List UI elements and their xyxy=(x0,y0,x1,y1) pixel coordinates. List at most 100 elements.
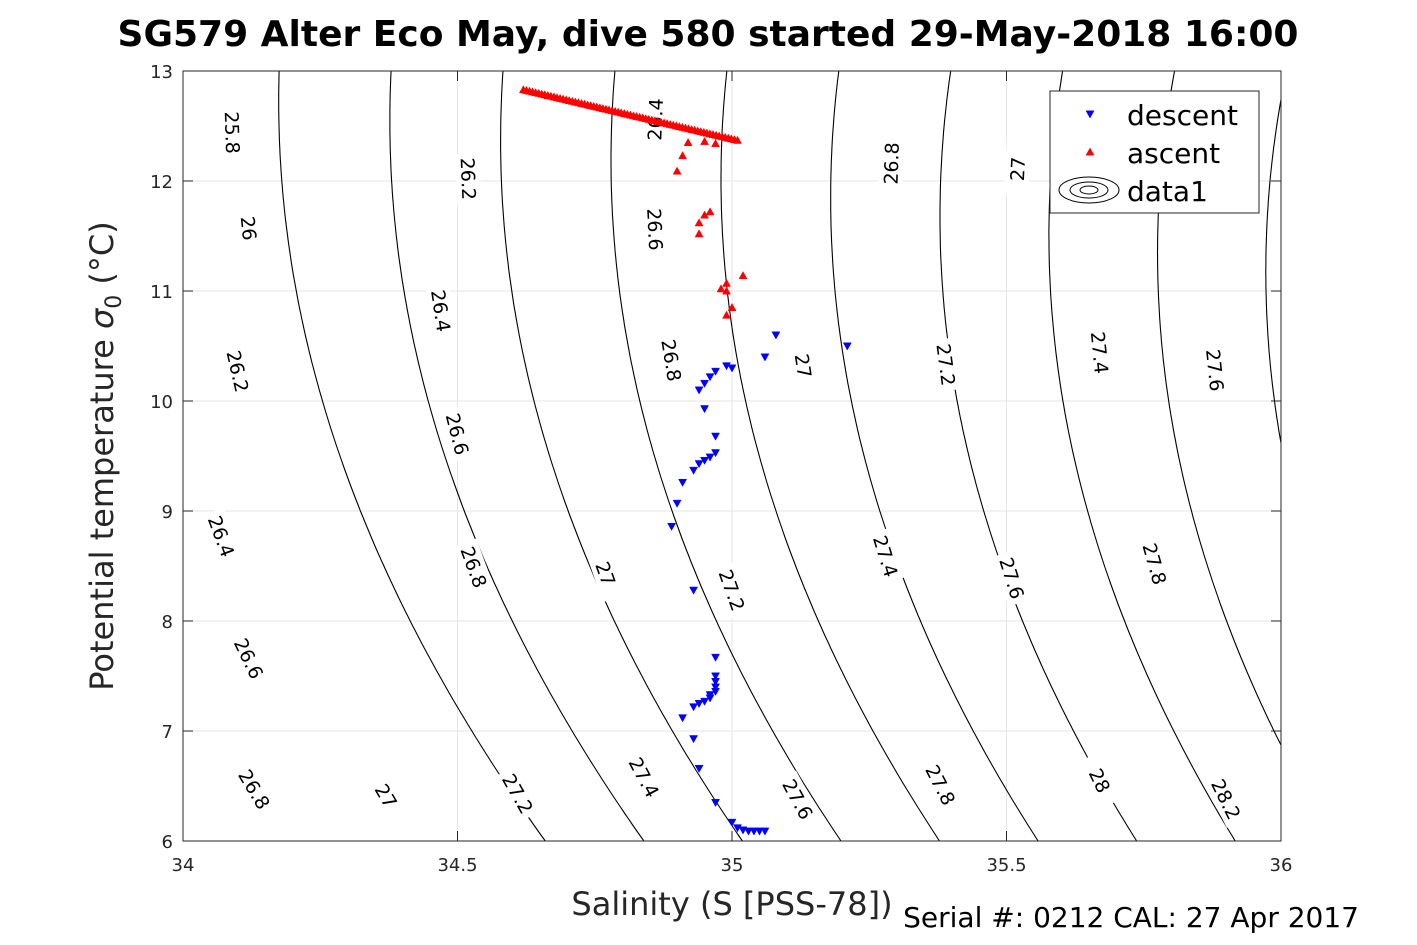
y-axis-label-sigma: σ xyxy=(83,307,121,329)
descent-point xyxy=(689,466,698,475)
contour-label-bg xyxy=(234,201,264,256)
isopycnal-line xyxy=(1374,55,1417,864)
contour-label-bg xyxy=(655,332,688,388)
descent-point xyxy=(711,432,720,441)
x-axis-ticks: 34 34.5 35 35.5 36 xyxy=(172,71,1293,876)
ascent-point xyxy=(722,310,731,319)
contour-label: 26.8 xyxy=(880,142,903,185)
contour-label-bg xyxy=(711,561,753,619)
data-markers xyxy=(667,136,852,836)
legend-contour-icon xyxy=(1058,176,1120,204)
contour-label-bg xyxy=(439,405,476,463)
contour-label-bg xyxy=(641,202,669,256)
contour-label-bg xyxy=(1136,535,1174,593)
descent-point xyxy=(678,478,688,487)
descent-point xyxy=(694,460,704,469)
isopycnal-line xyxy=(278,71,546,841)
descent-point xyxy=(678,714,688,723)
descent-point xyxy=(711,799,720,808)
descent-point xyxy=(711,449,720,458)
descent-point xyxy=(711,653,720,662)
ascent-point xyxy=(716,284,726,293)
descent-point xyxy=(744,827,753,836)
x-tick-label: 35.5 xyxy=(986,855,1026,876)
descent-point xyxy=(727,364,737,373)
y-axis-label-unit: (°C) xyxy=(83,221,121,294)
descent-point xyxy=(749,827,759,836)
descent-point xyxy=(694,764,704,773)
contour-label: 27.4 xyxy=(1086,331,1112,375)
descent-point xyxy=(711,678,720,687)
descent-point xyxy=(689,735,698,744)
contour-label-bg xyxy=(878,136,905,190)
descent-point xyxy=(755,827,764,836)
x-tick-label: 36 xyxy=(1270,855,1293,876)
x-axis-label: Salinity (S [PSS-78]) xyxy=(571,885,892,923)
x-tick-label: 34.5 xyxy=(437,855,477,876)
contour-label: 27.6 xyxy=(1201,348,1227,392)
ascent-point xyxy=(694,218,704,227)
descent-point xyxy=(760,353,770,362)
contour-label-bg xyxy=(453,538,495,596)
ascent-point xyxy=(738,271,748,280)
legend-box xyxy=(1049,90,1260,214)
contour-label-bg xyxy=(1203,770,1249,828)
contour-label-bg xyxy=(1077,751,1123,810)
y-axis-label-subscript: 0 xyxy=(102,295,127,309)
descent-point xyxy=(771,331,781,340)
descent-point xyxy=(722,362,731,371)
descent-point xyxy=(760,827,770,836)
descent-point xyxy=(694,386,704,395)
y-axis-label-text: Potential temperature xyxy=(83,329,121,691)
contour-label-bg xyxy=(201,507,242,565)
y-tick-label: 10 xyxy=(150,392,173,413)
contour-label-bg xyxy=(1085,325,1115,380)
y-tick-label: 12 xyxy=(150,172,173,193)
contour-label: 26 xyxy=(236,215,260,241)
isopycnal-line xyxy=(610,71,842,841)
y-tick-label: 7 xyxy=(162,722,173,743)
contour-label: 26.2 xyxy=(456,157,480,200)
y-tick-label: 9 xyxy=(162,502,173,523)
descent-point xyxy=(667,522,677,531)
ascent-point xyxy=(700,136,709,145)
contour-label-bg xyxy=(494,765,542,823)
ascent-point xyxy=(672,166,682,175)
contour-label: 27.2 xyxy=(931,342,958,387)
contour-label: 27 xyxy=(790,352,815,379)
contour-label-bg xyxy=(226,629,271,688)
legend-ascent-marker xyxy=(1085,147,1095,156)
isopycnal-line xyxy=(389,71,645,841)
descent-point xyxy=(672,499,682,508)
y-axis-label: Potential temperature σ0 (°C) xyxy=(83,221,127,690)
descent-point xyxy=(711,672,720,681)
x-tick-label: 34 xyxy=(172,855,195,876)
contour-label-bg xyxy=(918,756,964,814)
x-tick-label: 35 xyxy=(721,855,744,876)
contour-label-bg xyxy=(866,527,905,585)
descent-point xyxy=(711,683,720,692)
descent-point xyxy=(700,405,709,414)
isopycnal-line xyxy=(939,71,1138,841)
descent-point xyxy=(727,818,737,827)
serial-cal-footer: Serial #: 0212 CAL: 27 Apr 2017 xyxy=(903,901,1359,934)
ascent-point xyxy=(678,151,688,160)
legend-descent-marker xyxy=(1085,110,1095,119)
ascent-point xyxy=(694,229,704,238)
ascent-point xyxy=(711,139,720,148)
descent-point xyxy=(689,703,698,712)
ascent-trail-point xyxy=(733,135,742,144)
contour-label-bg xyxy=(992,549,1032,607)
contour-label: 25.8 xyxy=(220,111,243,154)
y-tick-label: 13 xyxy=(150,62,173,83)
y-axis-ticks: 6 7 8 9 10 11 12 13 xyxy=(150,62,1281,853)
contour-label-bg xyxy=(220,343,256,400)
ascent-point xyxy=(727,302,737,311)
contour-label-bg xyxy=(1004,142,1031,196)
isopycnal-line xyxy=(1265,96,1281,447)
contour-label-bg xyxy=(455,152,482,206)
ascent-point xyxy=(705,207,715,216)
legend-descent-triangle xyxy=(1085,110,1095,119)
ascent-point xyxy=(683,137,693,146)
